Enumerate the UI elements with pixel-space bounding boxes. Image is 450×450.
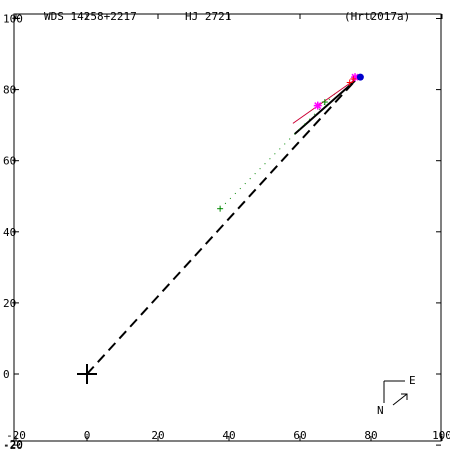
pair-name: HJ 2721	[185, 10, 232, 23]
reference-code: (Hrt2017a)	[344, 10, 411, 23]
x-tick-label: 80	[364, 429, 377, 442]
x-tick-label: -20	[6, 429, 26, 442]
dotted-residual-line	[219, 91, 338, 210]
solid-orbit-segment	[294, 79, 356, 135]
wds-designation: WDS 14258+2217	[44, 10, 137, 23]
compass-arrow-line	[392, 393, 408, 406]
x-tick-label: 0	[84, 429, 91, 442]
observation-asterisk	[313, 101, 322, 110]
observation-marks	[217, 73, 364, 212]
x-tick-label: 100	[432, 429, 450, 442]
y-tick-label: 40	[3, 226, 16, 239]
y-tick-label: 100	[3, 13, 23, 26]
compass: E N	[377, 374, 416, 417]
observation-plus	[350, 75, 357, 82]
observation-plus	[217, 205, 224, 212]
y-tick-label: 20	[3, 297, 16, 310]
observation-plus	[346, 79, 353, 86]
x-tick-label: 20	[151, 429, 164, 442]
y-tick-label: -20	[3, 439, 23, 450]
observation-plus	[321, 99, 328, 106]
compass-arrow-head	[401, 393, 408, 400]
y-tick-label: 60	[3, 155, 16, 168]
dashed-orbit-line	[86, 80, 356, 375]
primary-star-marker	[77, 364, 97, 384]
y-tick-label: 0	[3, 368, 10, 381]
observation-dot	[356, 73, 364, 81]
x-tick-label: 60	[293, 429, 306, 442]
compass-east-label: E	[409, 374, 416, 387]
x-tick-label: 40	[222, 429, 235, 442]
plot-frame	[13, 13, 442, 442]
compass-north-label: N	[377, 404, 384, 417]
y-tick-label: 80	[3, 84, 16, 97]
ast-d2	[314, 102, 322, 110]
orbit-end-line	[292, 79, 356, 124]
orbit-lines	[86, 79, 356, 375]
y-tick-label-extra: -20	[3, 438, 23, 450]
